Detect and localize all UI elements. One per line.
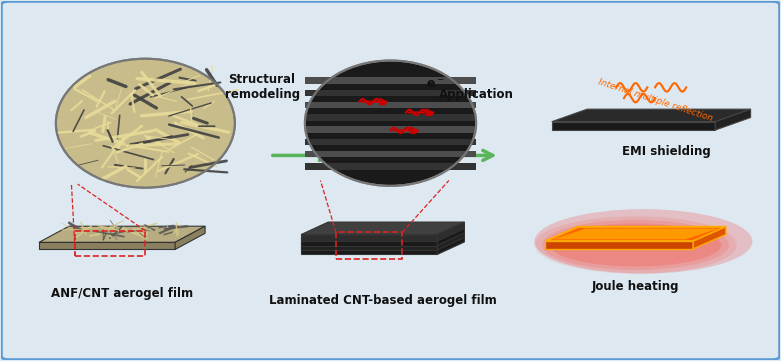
Text: Internal multiple reflection: Internal multiple reflection [597, 78, 714, 123]
Polygon shape [715, 109, 751, 130]
FancyBboxPatch shape [305, 139, 476, 145]
Polygon shape [301, 248, 437, 255]
Text: Joule heating: Joule heating [592, 280, 679, 293]
Polygon shape [301, 222, 465, 235]
Polygon shape [437, 227, 465, 245]
Polygon shape [175, 226, 205, 249]
Ellipse shape [56, 59, 235, 188]
FancyBboxPatch shape [305, 77, 476, 84]
Text: Laminated CNT-based aerogel film: Laminated CNT-based aerogel film [269, 294, 497, 307]
Text: EMI shielding: EMI shielding [622, 145, 711, 158]
Polygon shape [39, 226, 205, 242]
Polygon shape [552, 122, 715, 130]
Polygon shape [552, 109, 751, 122]
Polygon shape [437, 235, 465, 255]
Ellipse shape [534, 209, 752, 274]
Text: e$^-$: e$^-$ [426, 78, 444, 91]
Polygon shape [437, 222, 465, 241]
Polygon shape [301, 235, 437, 241]
Polygon shape [301, 244, 437, 250]
Ellipse shape [542, 220, 729, 270]
Polygon shape [301, 239, 437, 245]
FancyBboxPatch shape [305, 114, 476, 121]
Text: Application: Application [439, 88, 514, 101]
Polygon shape [553, 229, 719, 239]
Ellipse shape [305, 61, 476, 186]
Polygon shape [437, 231, 465, 250]
FancyBboxPatch shape [305, 90, 476, 96]
FancyBboxPatch shape [305, 126, 476, 133]
Polygon shape [301, 231, 465, 244]
Text: Structural
remodeling: Structural remodeling [224, 73, 300, 101]
FancyBboxPatch shape [305, 163, 476, 170]
Polygon shape [39, 242, 175, 249]
Polygon shape [301, 235, 465, 248]
Ellipse shape [534, 216, 736, 274]
Polygon shape [694, 227, 726, 249]
FancyBboxPatch shape [305, 102, 476, 108]
Ellipse shape [550, 223, 721, 266]
FancyBboxPatch shape [305, 151, 476, 157]
Text: ANF/CNT aerogel film: ANF/CNT aerogel film [51, 287, 193, 300]
Polygon shape [545, 227, 726, 241]
Polygon shape [301, 227, 465, 239]
Polygon shape [545, 241, 694, 249]
